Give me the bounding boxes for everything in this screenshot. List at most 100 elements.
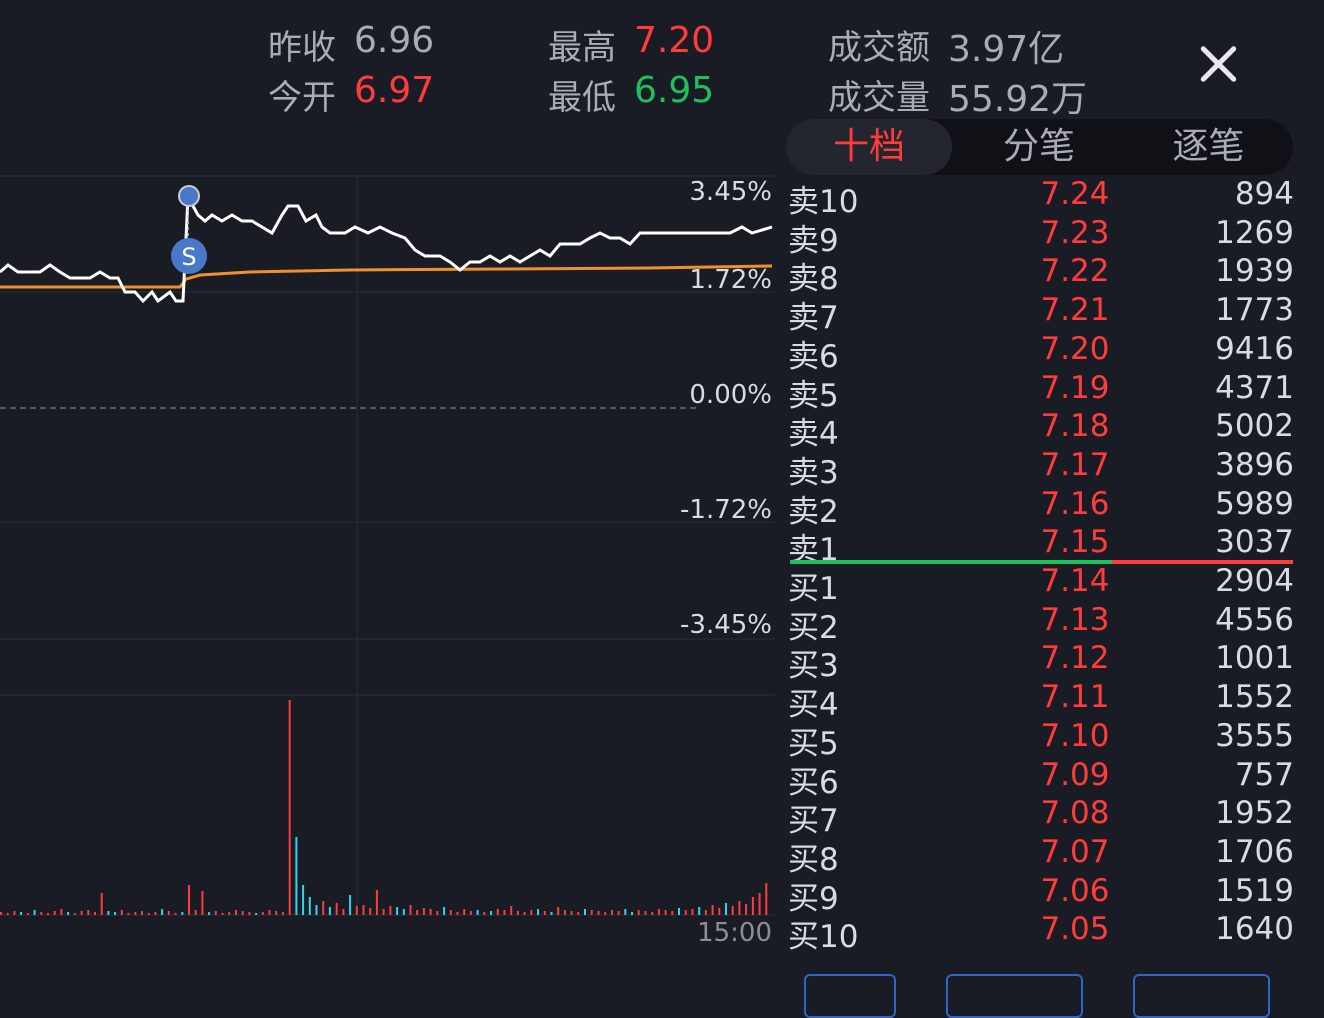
level-label: 买10: [788, 919, 859, 956]
level-volume: 1773: [1215, 292, 1294, 329]
bid-level-row[interactable]: 买8 7.07 1706: [788, 833, 1294, 878]
volume-bar: [718, 908, 721, 915]
level-volume: 1706: [1215, 833, 1294, 870]
volume-bar: [355, 906, 358, 915]
close-icon[interactable]: [1192, 38, 1244, 90]
level-volume: 5002: [1215, 408, 1294, 445]
volume-bar: [147, 913, 150, 915]
open-value: 6.97: [354, 70, 435, 111]
ask-level-row[interactable]: 卖6 7.20 9416: [788, 331, 1294, 375]
level-volume: 1519: [1215, 872, 1294, 909]
bottom-action-button-2[interactable]: [946, 974, 1083, 1018]
volume-bar: [738, 901, 741, 915]
tab-ten-levels[interactable]: 十档: [786, 119, 952, 175]
bid-level-row[interactable]: 买5 7.10 3555: [788, 718, 1294, 762]
volume-bar: [73, 913, 76, 915]
volume-label: 成交量: [828, 78, 930, 118]
ask-level-row[interactable]: 卖7 7.21 1773: [788, 292, 1294, 336]
volume-bar: [288, 700, 291, 915]
volume-bar: [315, 905, 318, 915]
level-volume: 1952: [1215, 795, 1294, 832]
level-volume: 3896: [1215, 446, 1294, 483]
prev-close-label: 昨收: [268, 28, 336, 68]
ask-level-row[interactable]: 卖10 7.24 894: [788, 176, 1294, 220]
ask-level-row[interactable]: 卖2 7.16 5989: [788, 486, 1294, 530]
volume-bar: [503, 910, 506, 915]
volume-bar: [396, 907, 399, 915]
volume-bar: [449, 910, 452, 915]
volume-bar: [362, 905, 365, 915]
level-label: 卖5: [788, 377, 839, 414]
volume-bar: [765, 883, 768, 915]
bid-level-row[interactable]: 买1 7.14 2904: [788, 563, 1294, 607]
volume-bar: [141, 911, 143, 915]
bid-level-row[interactable]: 买2 7.13 4556: [788, 602, 1294, 646]
level-label: 卖3: [788, 454, 839, 491]
volume-bar: [711, 905, 714, 915]
tab-ticks[interactable]: 分笔: [1002, 126, 1075, 167]
time-label: 15:00: [697, 918, 772, 948]
volume-bar: [20, 912, 23, 915]
volume-bar: [389, 906, 392, 915]
bid-level-row[interactable]: 买4 7.11 1552: [788, 679, 1294, 723]
volume-bar: [617, 911, 620, 915]
volume-bar: [751, 897, 754, 915]
volume-value: 55.92万: [948, 79, 1088, 120]
level-label: 买9: [788, 880, 839, 917]
volume-bars: [0, 700, 768, 915]
session-marker[interactable]: S: [171, 185, 207, 274]
ask-level-row[interactable]: 卖4 7.18 5002: [788, 408, 1294, 452]
bid-level-row[interactable]: 买6 7.09 757: [788, 757, 1294, 801]
level-volume: 2904: [1215, 563, 1294, 599]
bottom-action-button-3[interactable]: [1133, 974, 1270, 1018]
turnover-value: 3.97亿: [948, 29, 1065, 70]
high-value: 7.20: [634, 20, 715, 61]
volume-bar: [53, 911, 56, 915]
level-price: 7.22: [1040, 253, 1110, 290]
bid-level-row[interactable]: 买7 7.08 1952: [788, 795, 1294, 839]
bid-level-row[interactable]: 买9 7.06 1519: [788, 872, 1294, 917]
ask-level-row[interactable]: 卖8 7.22 1939: [788, 253, 1294, 297]
volume-bar: [597, 911, 600, 915]
ask-level-row[interactable]: 卖5 7.19 4371: [788, 369, 1294, 414]
volume-bar: [469, 911, 472, 915]
intraday-chart[interactable]: S: [0, 175, 775, 945]
volume-bar: [516, 911, 519, 915]
volume-bar: [416, 910, 419, 915]
level-label: 卖2: [788, 493, 839, 530]
volume-bar: [436, 911, 439, 915]
volume-bar: [604, 912, 607, 915]
ask-level-row[interactable]: 卖9 7.23 1269: [788, 214, 1294, 259]
tab-tick-by-tick[interactable]: 逐笔: [1172, 126, 1245, 167]
low-value: 6.95: [634, 70, 715, 111]
volume-bar: [281, 912, 284, 915]
ask-level-row[interactable]: 卖3 7.17 3896: [788, 446, 1294, 491]
volume-bar: [758, 893, 761, 915]
volume-bar: [490, 911, 493, 915]
volume-bar: [637, 910, 640, 915]
level-price: 7.07: [1040, 833, 1110, 870]
level-label: 卖8: [788, 261, 839, 298]
volume-bar: [181, 912, 184, 915]
level-price: 7.23: [1040, 214, 1110, 251]
volume-bar: [577, 912, 580, 915]
volume-bar: [94, 912, 96, 915]
bid-ask-ratio-bar: [790, 560, 1293, 564]
level-price: 7.18: [1040, 408, 1110, 445]
pct-label-bottom: -3.45%: [680, 610, 772, 640]
volume-bar: [657, 909, 660, 915]
volume-bar: [375, 890, 378, 915]
bottom-action-button-1[interactable]: [804, 974, 896, 1018]
volume-bar: [60, 909, 63, 915]
level-price: 7.05: [1040, 911, 1110, 948]
bid-level-row[interactable]: 买10 7.05 1640: [788, 911, 1294, 955]
ask-level-row[interactable]: 卖1 7.15 3037: [788, 524, 1294, 568]
pct-label-upper: 1.72%: [689, 265, 772, 295]
level-price: 7.19: [1040, 369, 1110, 406]
volume-bar: [228, 912, 231, 915]
level-price: 7.12: [1040, 640, 1110, 677]
volume-bar: [255, 913, 258, 915]
bid-level-row[interactable]: 买3 7.12 1001: [788, 640, 1294, 684]
volume-bar: [570, 911, 573, 915]
volume-bar: [456, 912, 459, 915]
